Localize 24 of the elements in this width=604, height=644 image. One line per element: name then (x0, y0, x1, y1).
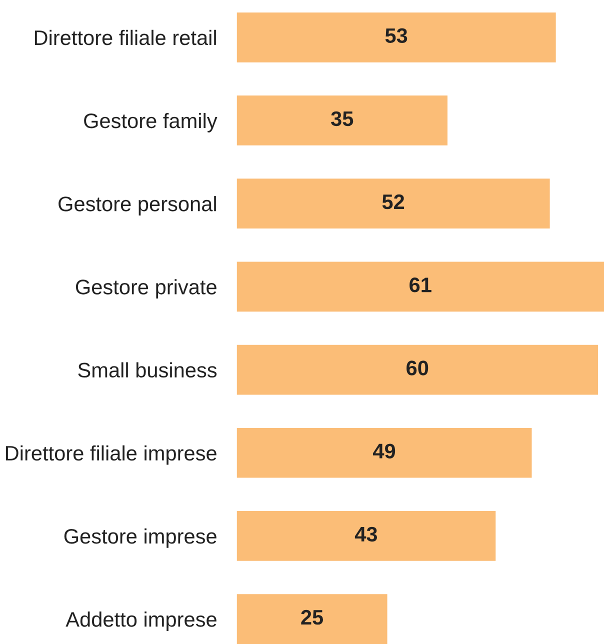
data-label: 43 (354, 526, 378, 542)
y-tick-label: Gestore private (76, 279, 216, 299)
data-label: 60 (406, 360, 428, 376)
data-label: 25 (301, 610, 324, 625)
data-label: 52 (382, 194, 404, 210)
y-tick-label: Gestore personal (58, 196, 216, 216)
bar (236, 96, 448, 146)
data-label: 49 (372, 444, 396, 458)
y-tick-label: Direttore filiale imprese (6, 445, 216, 465)
data-label: 53 (385, 28, 408, 44)
bar (236, 594, 388, 644)
y-tick-label: Gestore family (84, 112, 218, 132)
data-label: 35 (331, 111, 354, 126)
bar (236, 511, 496, 561)
bar (236, 12, 556, 62)
y-tick-label: Direttore filiale retail (34, 30, 216, 46)
y-tick-label: Small business (78, 362, 217, 378)
bar (236, 344, 598, 395)
data-label: 61 (410, 278, 432, 292)
bar (236, 262, 604, 312)
y-tick-label: Addetto imprese (66, 612, 216, 631)
y-tick-label: Gestore imprese (64, 528, 216, 548)
bar (236, 178, 550, 229)
bar (236, 428, 532, 478)
